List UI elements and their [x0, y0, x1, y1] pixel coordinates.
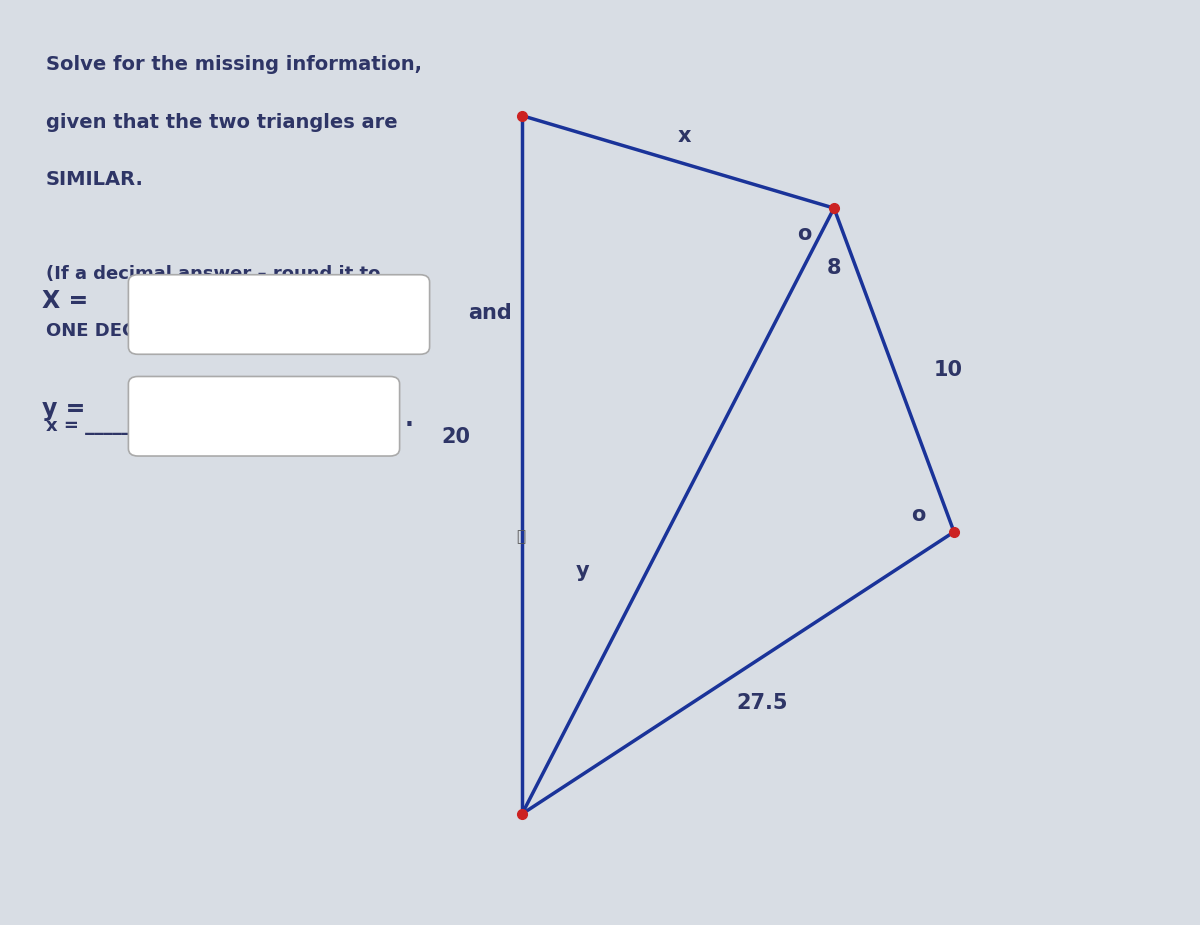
Text: 10: 10 [934, 360, 962, 380]
Text: Solve for the missing information,: Solve for the missing information, [46, 56, 421, 74]
Text: 27.5: 27.5 [737, 693, 787, 712]
Text: (If a decimal answer – round it to: (If a decimal answer – round it to [46, 265, 380, 283]
FancyBboxPatch shape [128, 376, 400, 456]
Text: x: x [677, 126, 691, 146]
FancyBboxPatch shape [128, 275, 430, 354]
Text: and: and [468, 302, 511, 323]
Text: o: o [797, 224, 811, 244]
Text: X =: X = [42, 289, 89, 313]
Text: given that the two triangles are: given that the two triangles are [46, 113, 397, 131]
Text: .: . [404, 407, 413, 431]
Text: 8: 8 [827, 258, 841, 278]
Text: y: y [575, 561, 589, 582]
Text: y =: y = [42, 397, 85, 421]
Text: 20: 20 [442, 427, 470, 447]
Text: ˸: ˸ [516, 529, 526, 544]
Text: ONE DECIMAL PLACE): ONE DECIMAL PLACE) [46, 322, 263, 340]
Text: x = ______     y = ______: x = ______ y = ______ [46, 416, 263, 435]
Text: SIMILAR.: SIMILAR. [46, 170, 144, 189]
Text: o: o [911, 505, 925, 525]
